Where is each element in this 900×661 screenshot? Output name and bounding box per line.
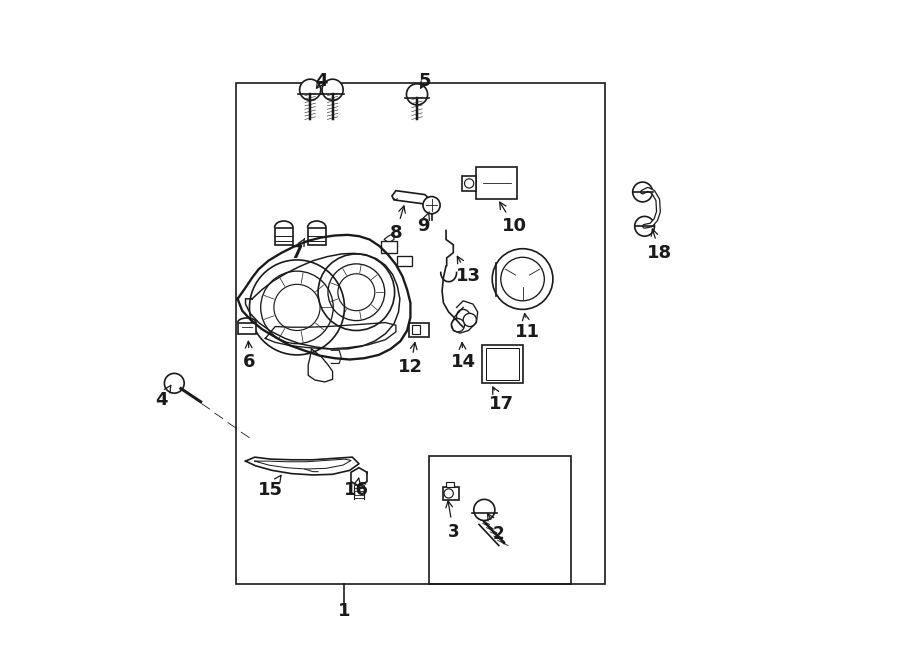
Text: 17: 17 [489,387,514,413]
Bar [381,241,397,253]
Text: 6: 6 [243,341,256,371]
Text: 2: 2 [488,514,505,543]
Bar [446,482,454,487]
Text: 14: 14 [451,342,476,371]
Circle shape [407,84,428,105]
Bar [476,167,518,198]
Bar [462,176,476,190]
Circle shape [473,499,495,520]
Bar [308,227,326,245]
Bar [410,323,429,337]
Circle shape [492,249,553,309]
Text: 16: 16 [344,478,369,499]
Text: 8: 8 [390,206,405,242]
Bar [397,256,411,266]
Text: 18: 18 [647,229,672,262]
Text: 11: 11 [516,313,540,341]
Text: 4: 4 [315,72,328,90]
Text: 13: 13 [456,256,481,286]
Bar [411,325,419,334]
Text: 4: 4 [156,385,171,408]
Bar [274,227,293,245]
Circle shape [464,313,476,327]
Text: 12: 12 [398,342,423,376]
Bar [429,456,571,584]
Bar [482,345,523,383]
Text: 9: 9 [418,212,430,235]
Circle shape [634,216,654,236]
Bar [236,83,605,584]
Circle shape [300,79,320,100]
Polygon shape [392,190,429,204]
Circle shape [423,196,440,214]
Bar [486,348,518,380]
Polygon shape [384,235,394,241]
Text: 3: 3 [446,501,459,541]
Circle shape [633,182,652,202]
Circle shape [451,319,464,332]
Text: 7: 7 [291,239,305,262]
Text: 1: 1 [338,602,351,620]
Bar [238,323,256,334]
Circle shape [456,309,470,323]
Text: 10: 10 [500,202,527,235]
Circle shape [322,79,343,100]
Text: 5: 5 [418,72,431,90]
Bar [444,487,459,500]
Text: 15: 15 [258,475,284,499]
Circle shape [165,373,184,393]
